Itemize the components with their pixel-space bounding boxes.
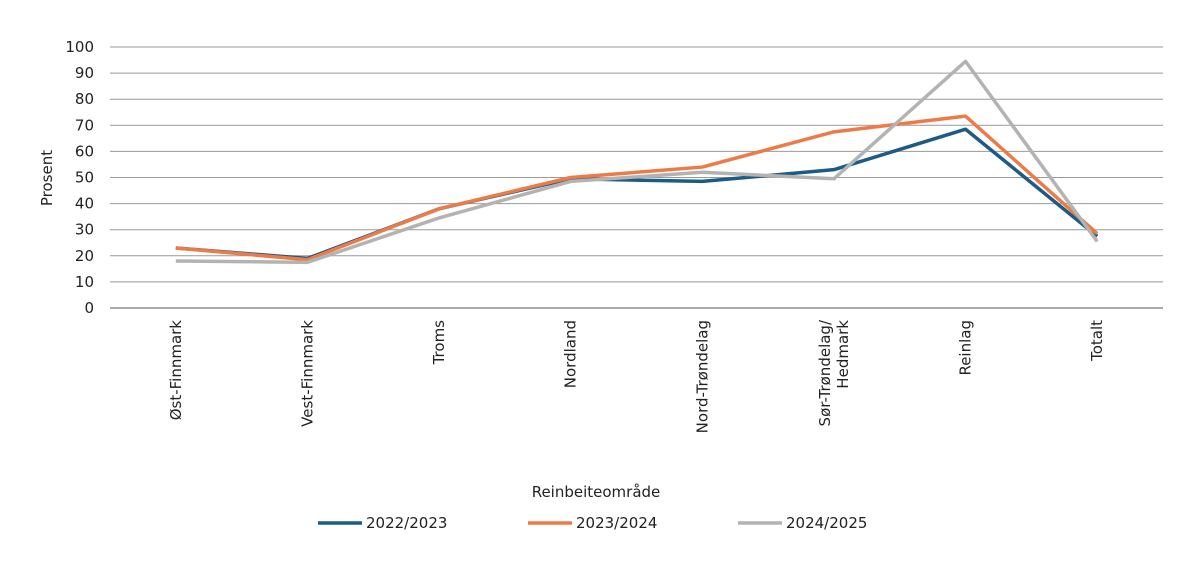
y-tick-label: 70 — [75, 116, 94, 134]
y-axis-title: Prosent — [38, 150, 56, 206]
x-tick-label: Øst-Finnmark — [167, 320, 185, 421]
y-tick-label: 10 — [75, 273, 94, 291]
y-tick-label: 50 — [75, 169, 94, 187]
x-tick-label: Sør-Trøndelag/Hedmark — [816, 319, 852, 426]
x-tick-label: Vest-Finnmark — [298, 320, 316, 427]
x-tick-label: Troms — [430, 320, 448, 366]
x-tick-label: Nord-Trøndelag — [693, 320, 711, 433]
x-tick-label: Totalt — [1088, 320, 1106, 362]
y-tick-label: 90 — [75, 64, 94, 82]
x-axis-title: Reinbeiteområde — [532, 483, 661, 501]
series-line — [175, 114, 1099, 262]
y-tick-label: 80 — [75, 90, 94, 108]
x-tick-label: Nordland — [562, 320, 580, 388]
y-tick-label: 60 — [75, 142, 94, 160]
y-tick-label: 100 — [65, 38, 94, 56]
y-tick-label: 0 — [84, 299, 94, 317]
legend-label: 2024/2025 — [786, 514, 867, 532]
y-tick-label: 20 — [75, 247, 94, 265]
y-tick-label: 30 — [75, 221, 94, 239]
x-tick-label: Reinlag — [957, 320, 975, 376]
legend-label: 2022/2023 — [366, 514, 447, 532]
series-line — [175, 59, 1099, 265]
legend-label: 2023/2024 — [576, 514, 657, 532]
y-tick-label: 40 — [75, 195, 94, 213]
series-line — [175, 127, 1099, 261]
